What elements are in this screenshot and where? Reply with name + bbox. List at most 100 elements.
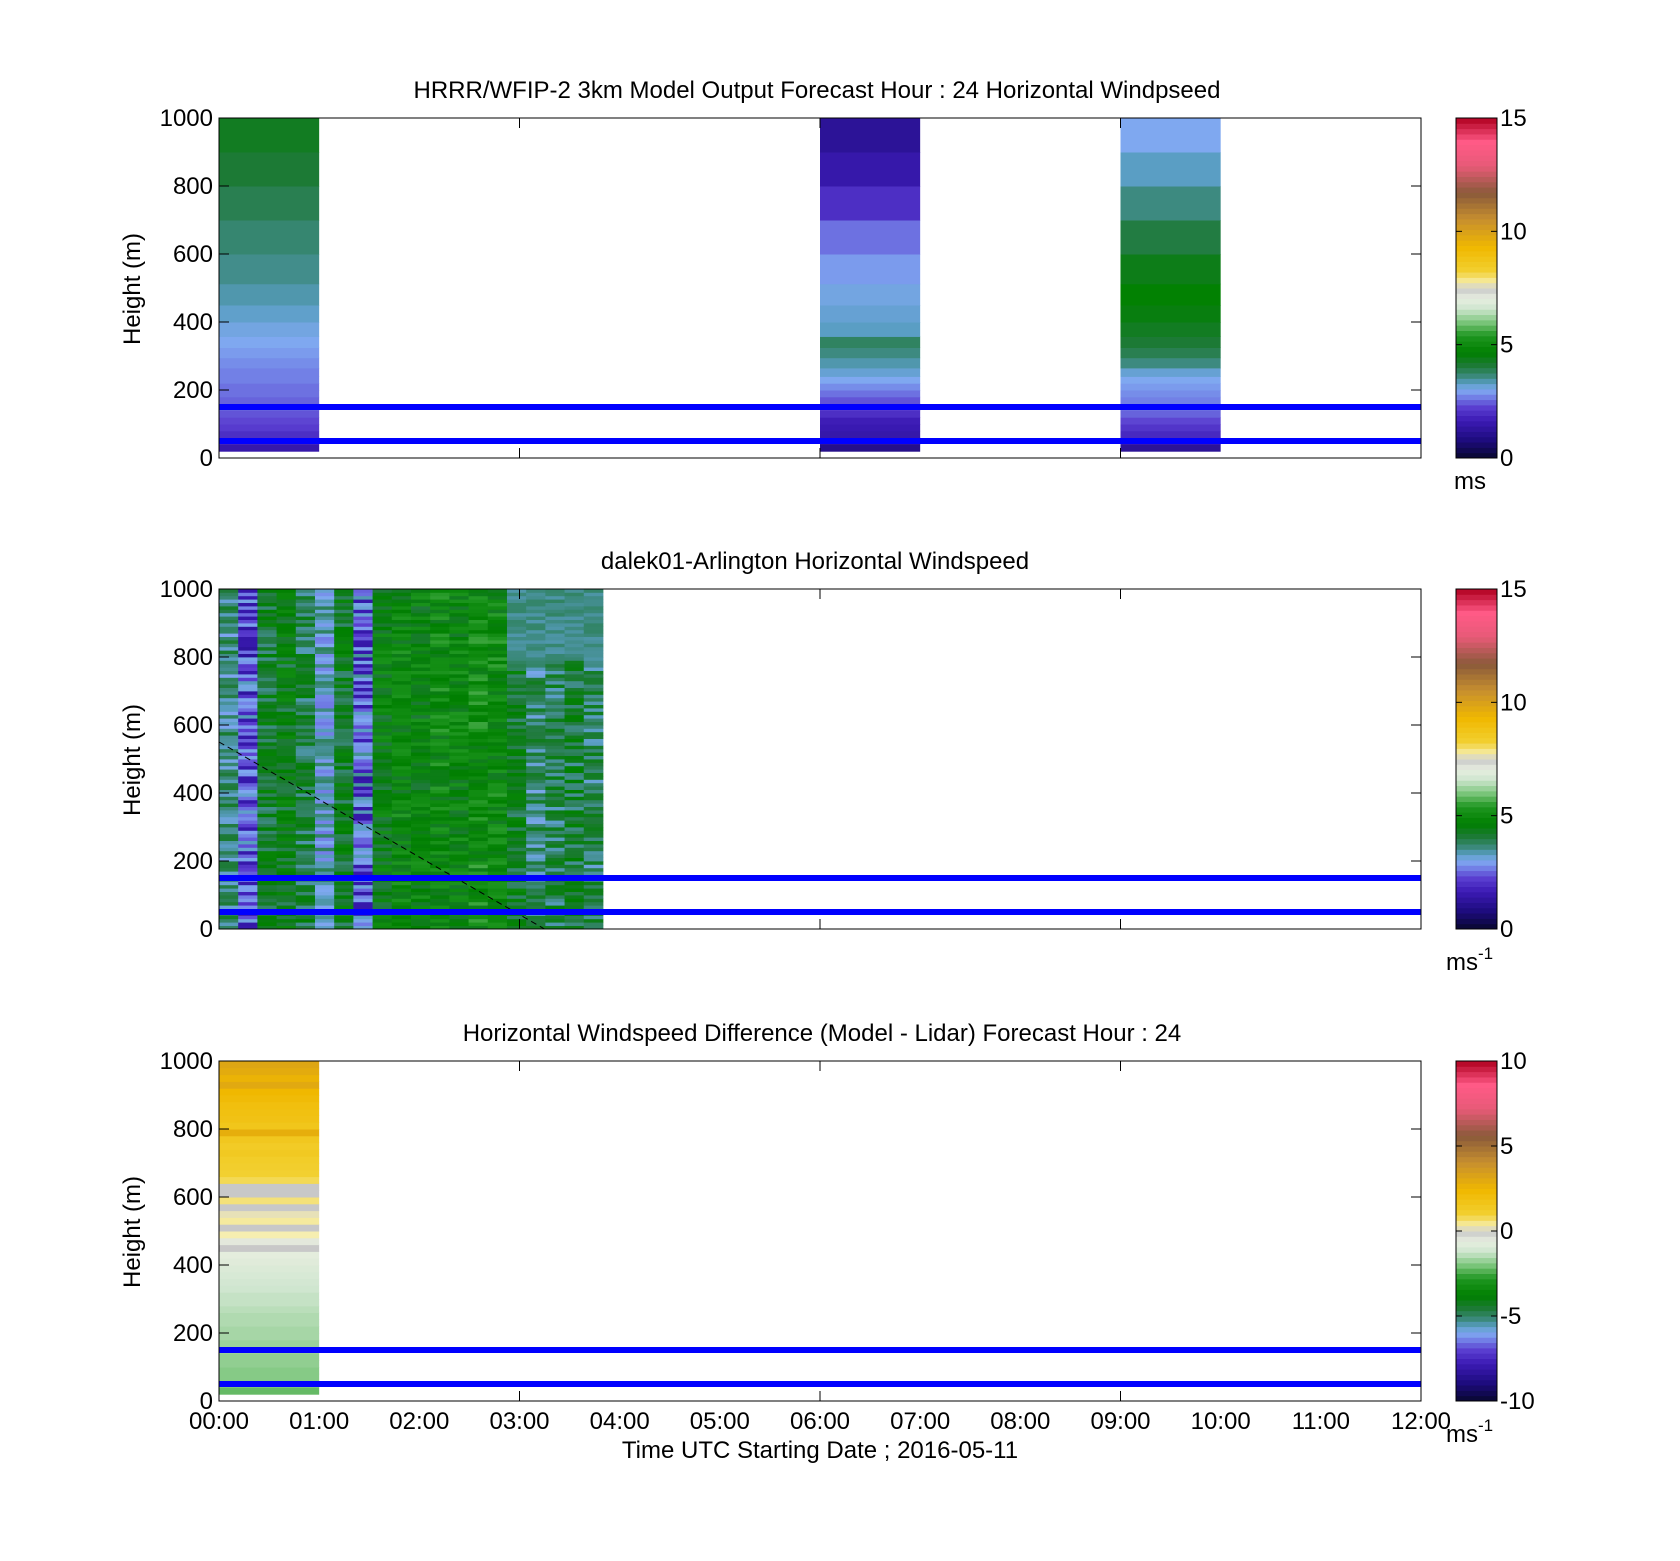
heatmap-cell [449,762,469,767]
heatmap-cell [468,871,489,875]
heatmap-cell [314,738,335,743]
heatmap-cell [334,861,354,865]
heatmap-cell [314,704,335,709]
heatmap-cell [219,891,239,896]
heatmap-cell [526,721,546,726]
heatmap-cell [334,718,354,722]
heatmap-cell [219,901,239,906]
heatmap-cell [583,857,604,862]
heatmap-cell [219,806,239,811]
heatmap-cell [391,742,412,746]
heatmap-cell [430,623,450,627]
heatmap-cell [526,901,546,906]
heatmap-cell [353,691,373,695]
heatmap-cell [410,830,431,835]
heatmap-cell [372,891,393,896]
heatmap-cell [353,772,373,777]
heatmap-cell [564,612,585,617]
heatmap-cell [353,837,373,841]
heatmap-cell [219,1258,320,1266]
heatmap-cell [564,864,585,869]
colorbar-swatch [1456,918,1497,925]
heatmap-cell [314,810,335,814]
heatmap-cell [372,745,393,750]
heatmap-cell [526,687,546,692]
heatmap-cell [487,704,508,709]
heatmap-cell [410,728,431,733]
colorbar-swatch [1456,870,1497,877]
heatmap-cell [545,847,565,852]
heatmap-cell [583,646,604,651]
heatmap-cell [238,670,258,675]
heatmap-cell [276,612,297,617]
heatmap-cell [468,820,489,824]
heatmap-cell [334,619,354,624]
heatmap-cell [219,850,239,855]
heatmap-cell [410,806,431,811]
heatmap-cell [295,704,316,709]
heatmap-cell [257,799,277,804]
heatmap-cell [238,731,258,736]
colorbar-tick-label: -10 [1500,1388,1535,1415]
heatmap-cell [430,847,450,852]
heatmap-cell [276,844,297,848]
colorbar-tick-label: 15 [1500,105,1527,132]
heatmap-cell [219,833,239,838]
heatmap-cell [468,837,489,841]
colorbar-swatch [1456,1305,1497,1312]
heatmap-cell [526,837,546,841]
heatmap-cell [257,694,277,699]
heatmap-cell [430,898,450,903]
heatmap-cell [353,697,373,702]
heatmap-cell [545,772,565,777]
heatmap-cell [449,616,469,620]
heatmap-cell [583,779,604,784]
heatmap-cell [276,633,297,637]
colorbar-swatch [1456,913,1497,919]
heatmap-cell [410,762,431,767]
heatmap-cell [820,396,921,405]
heatmap-cell [295,589,316,593]
heatmap-cell [545,595,565,600]
y-tick-label: 1000 [160,576,213,603]
colorbar-swatch [1456,790,1497,797]
heatmap-cell [219,1305,320,1314]
heatmap-cell [295,687,316,692]
heatmap-cell [372,725,393,729]
colorbar-swatch [1456,1087,1497,1094]
colorbar-swatch [1456,436,1497,443]
heatmap-cell [449,827,469,831]
heatmap-cell [314,830,335,835]
heatmap-cell [820,410,921,418]
heatmap-cell [583,653,604,658]
heatmap-cell [219,1095,320,1103]
heatmap-cell [583,745,604,750]
heatmap-cell [219,657,239,661]
heatmap-cell [526,745,546,750]
heatmap-cell [564,813,585,818]
heatmap-cell [506,612,527,617]
heatmap-cell [564,704,585,709]
heatmap-cell [219,759,239,763]
heatmap-cell [391,857,412,862]
heatmap-cell [564,606,585,610]
heatmap-cell [219,186,320,221]
heatmap-cell [334,765,354,770]
heatmap-cell [506,660,527,665]
heatmap-cell [583,592,604,597]
heatmap-cell [238,898,258,903]
heatmap-cell [219,424,320,432]
heatmap-cell [468,793,489,797]
heatmap-cell [487,623,508,627]
heatmap-cell [430,657,450,661]
heatmap-cell [410,697,431,702]
heatmap-cell [506,718,527,722]
heatmap-cell [506,684,527,688]
heatmap-cell [219,670,239,675]
heatmap-cell [506,898,527,903]
heatmap-cell [391,728,412,733]
heatmap-cell [1120,383,1221,391]
heatmap-cell [257,881,277,886]
heatmap-cell [545,895,565,899]
heatmap-cell [583,701,604,705]
